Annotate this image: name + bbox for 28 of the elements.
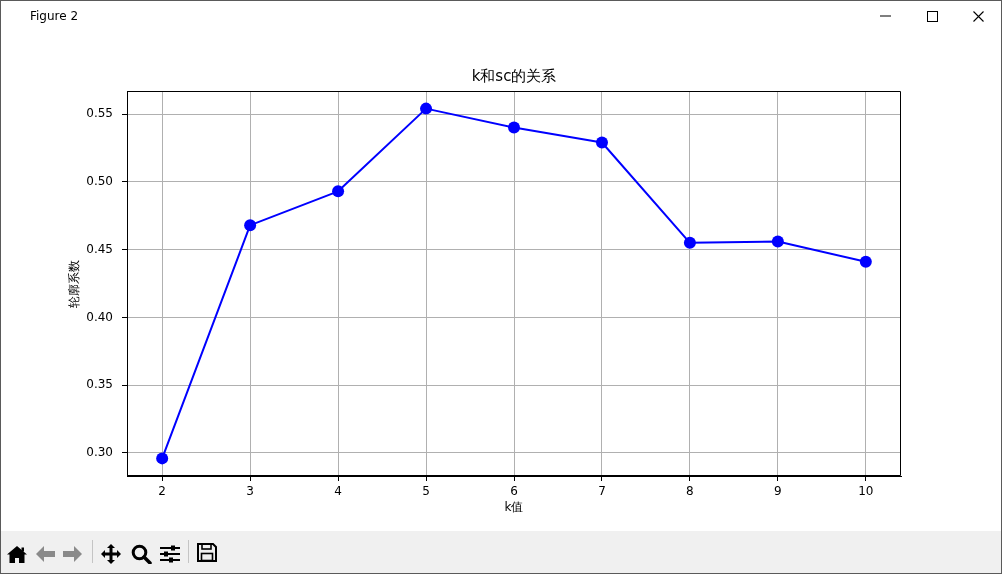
point [508, 121, 520, 134]
y-axis-title: 轮廓系数 [67, 259, 82, 308]
x-tick-label: 8 [686, 484, 694, 499]
chart-title: k和sc的关系 [471, 66, 557, 85]
x-tick-label: 10 [858, 484, 874, 499]
x-tick-label: 3 [246, 484, 254, 499]
point [420, 102, 433, 115]
point [156, 452, 169, 465]
y-tick-label: 0.30 [86, 445, 113, 460]
x-tick-label: 6 [510, 484, 518, 499]
x-tick-label: 9 [774, 484, 782, 499]
y-tick-label: 0.40 [86, 309, 113, 324]
point [771, 235, 784, 248]
x-tick-label: 4 [334, 484, 342, 499]
y-tick-label: 0.55 [86, 106, 113, 121]
caption: Figure 2 [30, 8, 79, 24]
y-tick-label: 0.35 [86, 377, 113, 392]
x-axis-title: k值 [504, 500, 524, 515]
point [595, 136, 608, 149]
x-tick-label: 2 [158, 484, 166, 499]
point [683, 236, 696, 249]
y-tick-label: 0.45 [86, 241, 113, 256]
point [859, 255, 872, 268]
x-tick-label: 7 [598, 484, 606, 499]
point [332, 185, 345, 198]
x-tick-label: 5 [422, 484, 430, 499]
y-tick-label: 0.50 [86, 173, 113, 188]
point [244, 219, 257, 232]
